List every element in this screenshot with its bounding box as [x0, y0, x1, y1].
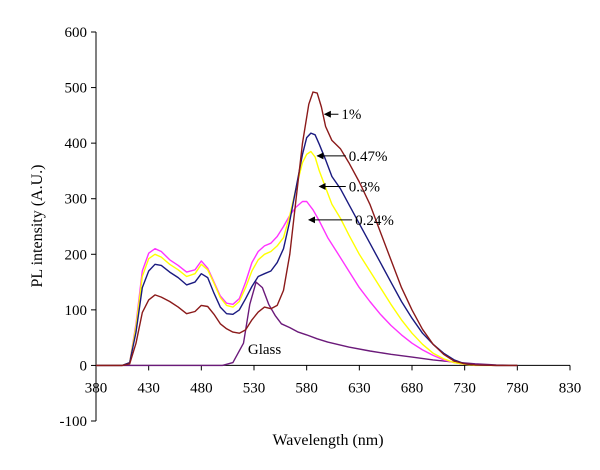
y-axis-title: PL intensity (A.U.) — [29, 165, 46, 288]
y-tick-label: 100 — [65, 303, 88, 319]
series-group — [96, 91, 518, 367]
y-tick-label: 0 — [80, 358, 88, 374]
x-tick-label: 580 — [295, 380, 318, 396]
x-tick-label: 530 — [243, 380, 266, 396]
series-line-0p3pct — [96, 150, 518, 367]
series-line-glass — [96, 281, 518, 367]
series-line-0p47pct — [96, 132, 518, 367]
x-tick-label: 680 — [401, 380, 424, 396]
y-tick-label: 400 — [65, 136, 88, 152]
series-line-1pct — [96, 91, 518, 367]
annotation-label: 0.47% — [349, 149, 388, 165]
x-tick-label: 830 — [559, 380, 582, 396]
x-tick-label: 630 — [348, 380, 371, 396]
annotation-label: 0.3% — [349, 179, 380, 195]
annotations: 1% 0.47% 0.3% 0.24% Glass — [248, 107, 394, 358]
y-tick-label: 500 — [65, 81, 88, 97]
y-tick-label: 200 — [65, 247, 88, 263]
annotation-label: 1% — [341, 107, 361, 123]
series-line-0p24pct — [96, 200, 518, 367]
x-tick-label: 380 — [85, 380, 108, 396]
axes: -100 0 100 200 300 400 500 600 380 430 480 530 580 63… — [60, 25, 582, 430]
x-axis-title: Wavelength (nm) — [272, 432, 383, 449]
x-tick-label: 780 — [506, 380, 529, 396]
y-tick-label: 300 — [65, 192, 88, 208]
y-tick-label: 600 — [65, 25, 88, 41]
annotation-label: Glass — [248, 342, 281, 358]
x-tick-label: 480 — [190, 380, 213, 396]
annotation-label: 0.24% — [355, 213, 394, 229]
x-tick-label: 730 — [453, 380, 476, 396]
y-tick-label: -100 — [60, 414, 88, 430]
x-tick-label: 430 — [137, 380, 160, 396]
